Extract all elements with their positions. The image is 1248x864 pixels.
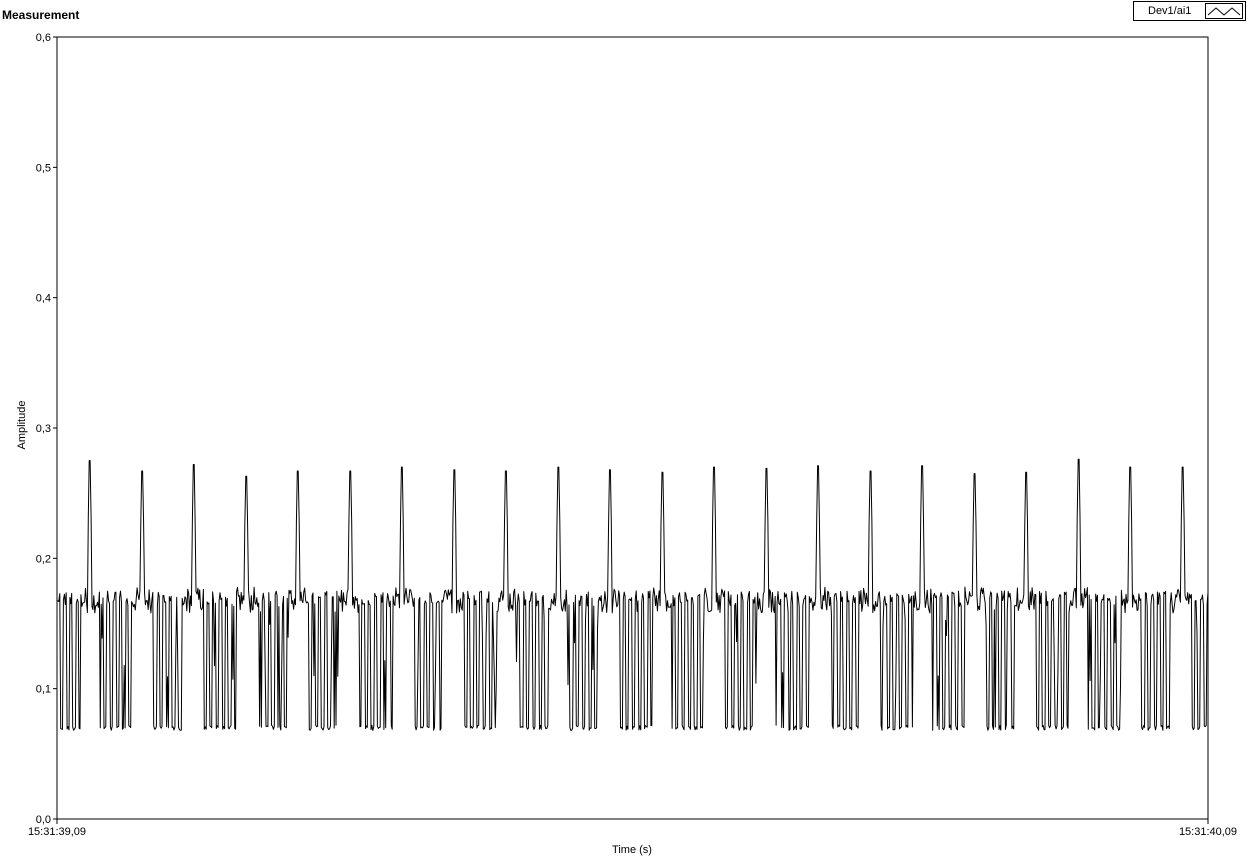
y-tick-label: 0,5 xyxy=(36,162,51,174)
y-tick-label: 0,4 xyxy=(36,293,51,305)
x-tick-label: 15:31:40,09 xyxy=(1179,826,1237,838)
x-axis-label: Time (s) xyxy=(612,844,652,856)
y-tick-label: 0,0 xyxy=(36,814,51,826)
waveform-line-icon[interactable] xyxy=(1205,3,1243,19)
y-tick-label: 0,6 xyxy=(36,32,51,44)
y-tick-label: 0,3 xyxy=(36,423,51,435)
chart-title: Measurement xyxy=(2,8,80,22)
y-axis-ticks: 0,0 0,1 0,2 0,3 0,4 0,5 0,6 xyxy=(36,32,57,826)
x-axis-ticks: 15:31:39,09 15:31:40,09 xyxy=(28,819,1237,838)
x-tick-label: 15:31:39,09 xyxy=(28,826,86,838)
y-tick-label: 0,2 xyxy=(36,553,51,565)
series-line-dev1-ai1 xyxy=(56,458,1209,731)
legend-series-label: Dev1/ai1 xyxy=(1148,5,1192,17)
y-tick-label: 0,1 xyxy=(36,684,51,696)
plot-legend[interactable]: Dev1/ai1 xyxy=(1133,1,1246,21)
